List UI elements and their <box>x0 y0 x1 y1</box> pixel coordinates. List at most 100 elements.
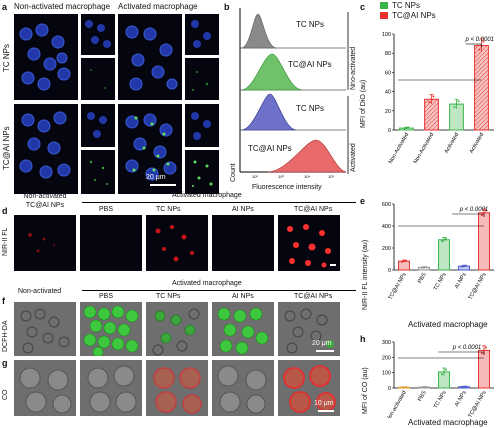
data-point <box>401 386 403 389</box>
data-point <box>482 40 485 43</box>
panel-a-img-act-tc-blue <box>185 14 219 55</box>
data-point <box>445 237 447 240</box>
data-point <box>465 385 467 388</box>
panel-a-img-non-tcai-blue <box>81 104 115 147</box>
y-tick-label: 0 <box>388 386 391 392</box>
data-point <box>405 127 408 130</box>
x-tick-label: AI NPs <box>454 390 468 408</box>
panel-f-col4: TC@AI NPs <box>294 293 333 300</box>
bar <box>478 212 490 271</box>
y-tick-label: 60 <box>385 70 391 76</box>
y-tick-label: 300 <box>382 340 391 346</box>
panel-f-header: Activated macrophage <box>172 280 242 287</box>
data-point <box>481 352 483 355</box>
panel-f-scale: 20 μm <box>312 340 332 347</box>
panel-d-col0: Non-activated TC@AI NPs <box>23 193 67 209</box>
panel-f-img1 <box>80 302 142 356</box>
panel-d-img2 <box>146 215 208 271</box>
panel-c-letter: c <box>360 2 366 12</box>
y-tick-label: 600 <box>382 202 391 208</box>
panel-d-letter: d <box>2 206 8 216</box>
hist-blue-peak <box>241 93 297 131</box>
data-point <box>461 265 463 268</box>
data-point <box>453 105 456 108</box>
x-tick-label: Activated <box>444 132 461 155</box>
panel-d-scalebar <box>330 264 336 266</box>
x-tick-label: Activated <box>469 132 486 155</box>
data-point <box>423 266 425 269</box>
data-point <box>445 368 447 371</box>
x-tick-label: PBS <box>417 390 428 403</box>
data-point <box>430 98 433 101</box>
y-tick-label: 400 <box>382 224 391 230</box>
bar <box>398 260 410 271</box>
panel-f-scalebar <box>316 350 334 352</box>
data-point <box>481 214 483 217</box>
panel-e-group: Activated macrophage <box>408 320 488 329</box>
panel-f-img4 <box>278 302 340 356</box>
panel-a-row-tcai: TC@AI NPs <box>2 126 11 170</box>
panel-b-xlabel: Fluorescence intensity <box>252 184 322 191</box>
data-point <box>463 265 465 268</box>
data-point <box>403 260 405 263</box>
data-point <box>443 370 445 373</box>
x-tick-label: Non-activated <box>386 390 408 418</box>
panel-a-img-act-tc <box>118 14 182 100</box>
panel-d-img1 <box>80 215 142 271</box>
x-tick-label: TC NPs <box>433 390 448 410</box>
data-point <box>443 238 445 241</box>
panel-g-img4 <box>278 360 340 416</box>
panel-d-header: Activated macrophage <box>172 192 242 199</box>
panel-b-series4: TC@AI NPs <box>248 144 292 153</box>
hist-gray-peak <box>241 13 277 49</box>
panel-f-img3 <box>212 302 274 356</box>
data-point <box>407 126 410 129</box>
panel-b-ylabel: Count <box>230 163 237 182</box>
data-point <box>483 349 485 352</box>
x-tick-label: TC NPs <box>433 272 448 292</box>
panel-b-letter: b <box>224 2 230 12</box>
panel-b-histogram: 10² 10³ 10⁴ 10⁵ <box>239 8 347 179</box>
y-tick-label: 100 <box>382 371 391 377</box>
panel-d-col4: TC@AI NPs <box>294 206 333 213</box>
panel-f-img2 <box>146 302 208 356</box>
panel-f-col2: TC NPs <box>156 293 181 300</box>
data-point <box>421 386 423 389</box>
panel-g-letter: g <box>2 358 8 368</box>
x-tick-label: TC@AI NPs <box>388 272 408 301</box>
hist-red-peak <box>267 139 347 173</box>
panel-b-series3: TC NPs <box>296 104 324 113</box>
data-point <box>441 240 443 243</box>
data-point <box>463 385 465 388</box>
panel-f-col0: Non-activated <box>18 288 62 295</box>
data-point <box>428 101 431 104</box>
svg-text:10²: 10² <box>252 174 258 179</box>
panel-g-img1 <box>80 360 142 416</box>
legend-tc-swatch <box>380 2 388 9</box>
panel-g-row: CO <box>2 389 9 401</box>
panel-b-series2: TC@AI NPs <box>288 60 332 69</box>
data-point <box>403 386 405 389</box>
panel-c-chart: 0 20 40 60 80 100 Non-Activated Non-Activated Ac… <box>382 32 494 165</box>
panel-g-img3 <box>212 360 274 416</box>
bar <box>474 45 489 131</box>
data-point <box>478 48 481 51</box>
data-point <box>441 373 443 376</box>
panel-d-col2: TC NPs <box>156 206 181 213</box>
panel-g-scale: 10 μm <box>314 400 334 407</box>
data-point <box>423 386 425 389</box>
panel-d-col1: PBS <box>99 206 114 213</box>
panel-f-header-line <box>82 290 356 291</box>
x-tick-label: TC@AI NPs <box>468 390 488 418</box>
panel-g-img2 <box>146 360 208 416</box>
x-tick-label: TC@AI NPs <box>468 272 488 301</box>
panel-f-img0 <box>14 302 76 356</box>
data-point <box>403 127 406 130</box>
bar <box>478 349 490 389</box>
panel-d-img4 <box>278 215 340 271</box>
panel-a-img-non-tc <box>14 14 78 100</box>
data-point <box>485 346 487 349</box>
y-tick-label: 200 <box>382 246 391 252</box>
data-point <box>405 259 407 262</box>
y-tick-label: 100 <box>382 32 391 38</box>
